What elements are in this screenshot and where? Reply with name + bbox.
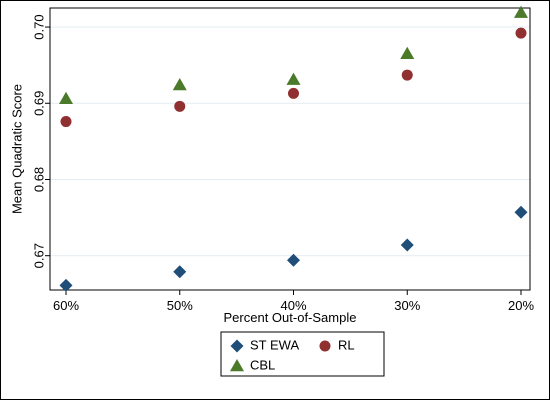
legend-marker-cbl: [230, 359, 244, 372]
st-ewa-point: [173, 265, 187, 279]
rl-point: [515, 27, 527, 39]
grid-lines: [50, 26, 530, 257]
legend: ST EWA RL CBL: [220, 331, 385, 377]
x-tick-label: 50%: [167, 298, 193, 313]
cbl-point: [286, 72, 301, 85]
cbl-point: [400, 46, 415, 59]
st-ewa-point: [400, 238, 414, 252]
legend-marker-st-ewa: [230, 339, 244, 353]
y-tick-label: 0.67: [31, 243, 46, 268]
y-axis-title: Mean Quadratic Score: [9, 84, 24, 214]
legend-label: RL: [338, 337, 355, 352]
y-axis: 0.67 0.68 0.69 0.70: [31, 14, 50, 268]
rl-point: [174, 100, 186, 112]
cbl-point: [59, 91, 73, 104]
data-points: [59, 5, 528, 292]
x-tick-label: 60%: [53, 298, 79, 313]
rl-point: [60, 116, 72, 128]
y-tick-label: 0.68: [31, 167, 46, 192]
st-ewa-point: [514, 205, 528, 219]
rl-point: [401, 69, 413, 81]
x-tick-label: 40%: [280, 298, 306, 313]
rl-point: [288, 87, 299, 99]
legend-item-rl: RL: [319, 337, 355, 352]
x-tick-label: 30%: [394, 298, 420, 313]
y-tick-label: 0.70: [31, 14, 46, 39]
legend-box: [220, 331, 385, 377]
x-axis-title: Percent Out-of-Sample: [224, 310, 357, 325]
y-tick-label: 0.69: [31, 91, 46, 116]
plot-area: [49, 7, 531, 291]
legend-label: CBL: [250, 357, 275, 372]
st-ewa-point: [59, 278, 73, 292]
legend-marker-rl: [319, 340, 331, 352]
legend-label: ST EWA: [250, 337, 299, 352]
legend-item-cbl: CBL: [230, 357, 275, 372]
cbl-point: [172, 77, 187, 91]
legend-item-st-ewa: ST EWA: [230, 337, 299, 353]
cbl-point: [514, 5, 528, 18]
st-ewa-point: [287, 253, 300, 267]
x-tick-label: 20%: [508, 298, 534, 313]
